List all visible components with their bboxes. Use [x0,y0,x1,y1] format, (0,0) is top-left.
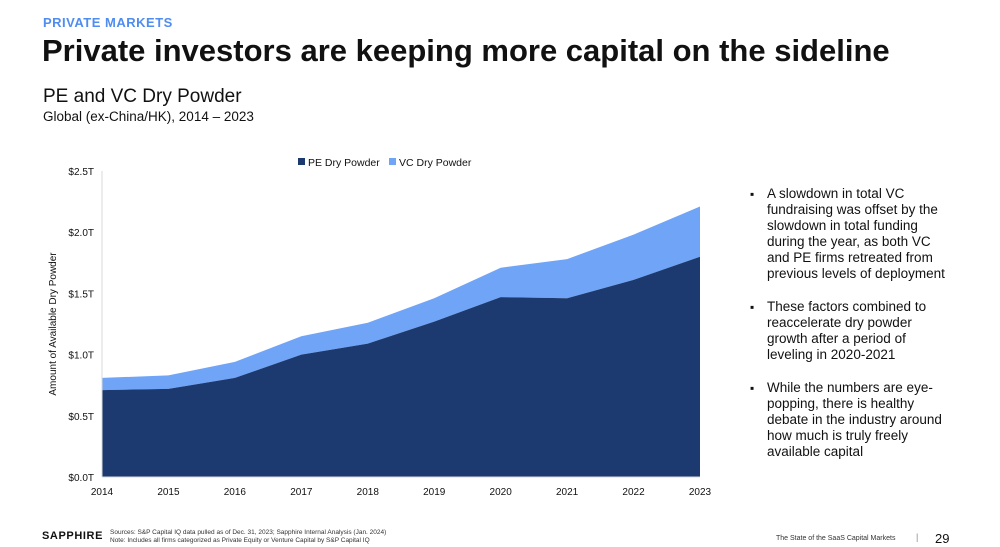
x-tick-label: 2014 [91,487,114,498]
y-tick-label: $2.5T [68,167,94,178]
y-tick-label: $0.5T [68,412,94,423]
y-tick-label: $0.0T [68,473,94,484]
x-tick-label: 2017 [290,487,313,498]
note-line: Note: Includes all firms categorized as … [110,537,370,544]
x-tick-label: 2019 [423,487,446,498]
sapphire-logo: SAPPHIRE [42,530,104,542]
y-tick-label: $1.0T [68,351,94,362]
legend-label-vc: VC Dry Powder [399,157,472,169]
deck-title: The State of the SaaS Capital Markets [776,535,896,542]
page-number: 29 [935,531,950,546]
sources-note: Sources: S&P Capital IQ data pulled as o… [110,529,386,545]
pe-dry-powder-area [102,256,700,477]
legend-swatch-pe [298,158,305,165]
section-eyebrow: PRIVATE MARKETS [43,15,173,30]
bullet-item: While the numbers are eye-popping, there… [750,380,950,460]
x-tick-label: 2015 [157,487,180,498]
x-tick-label: 2022 [622,487,645,498]
footer-separator: | [916,532,919,542]
x-tick-label: 2021 [556,487,579,498]
y-tick-label: $2.0T [68,228,94,239]
bullet-list: A slowdown in total VC fundraising was o… [750,186,950,477]
bullet-item: These factors combined to reaccelerate d… [750,299,950,363]
legend-label-pe: PE Dry Powder [308,157,380,169]
chart-title: PE and VC Dry Powder [43,86,242,107]
x-tick-label: 2020 [490,487,513,498]
y-tick-label: $1.5T [68,289,94,300]
x-tick-label: 2023 [689,487,712,498]
bullet-item: A slowdown in total VC fundraising was o… [750,186,950,282]
sources-line: Sources: S&P Capital IQ data pulled as o… [110,529,387,536]
chart-subtitle: Global (ex-China/HK), 2014 – 2023 [43,109,254,124]
y-axis-label: Amount of Available Dry Powder [48,252,59,396]
x-tick-label: 2018 [357,487,380,498]
page-title: Private investors are keeping more capit… [42,33,890,68]
legend-swatch-vc [389,158,396,165]
x-tick-label: 2016 [224,487,247,498]
